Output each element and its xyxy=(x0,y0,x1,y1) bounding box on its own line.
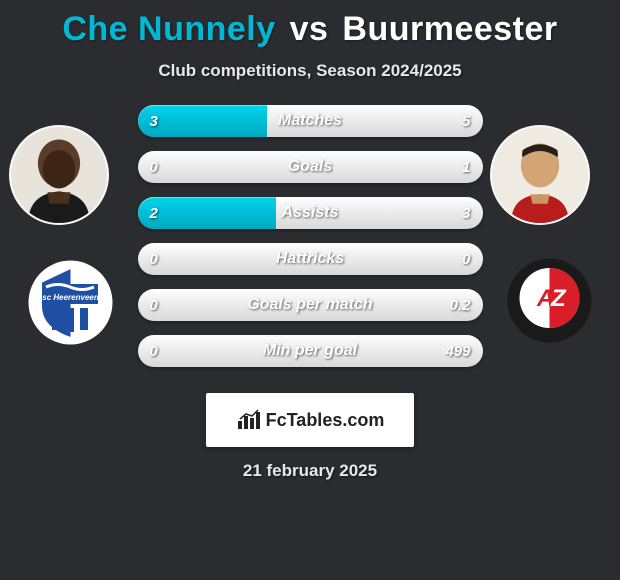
stats-area: sc Heerenveen A Z 35Matches 01Goals 23Assi… xyxy=(0,105,620,367)
player1-avatar xyxy=(9,125,109,225)
stat-row: 23Assists xyxy=(138,197,483,229)
stat-label: Hattricks xyxy=(138,250,483,268)
subtitle: Club competitions, Season 2024/2025 xyxy=(0,61,620,81)
stat-bars: 35Matches 01Goals 23Assists 00Hattricks 00.2… xyxy=(138,105,483,367)
svg-text:Z: Z xyxy=(550,285,567,312)
stat-row: 00Hattricks xyxy=(138,243,483,275)
player2-club-badge: A Z xyxy=(507,258,592,343)
watermark-text: FcTables.com xyxy=(266,410,385,431)
date-text: 21 february 2025 xyxy=(0,461,620,481)
player1-club-badge: sc Heerenveen xyxy=(28,260,113,345)
stat-row: 01Goals xyxy=(138,151,483,183)
player1-name: Che Nunnely xyxy=(62,10,275,48)
player2-name: Buurmeester xyxy=(342,10,557,48)
card-title: Che Nunnely vs Buurmeester xyxy=(0,10,620,49)
club-crest-icon: A Z xyxy=(507,258,592,343)
stat-label: Assists xyxy=(138,204,483,222)
stat-label: Goals per match xyxy=(138,296,483,314)
stat-label: Min per goal xyxy=(138,342,483,360)
stat-label: Matches xyxy=(138,112,483,130)
stat-label: Goals xyxy=(138,158,483,176)
comparison-card: Che Nunnely vs Buurmeester Club competit… xyxy=(0,0,620,580)
stat-row: 35Matches xyxy=(138,105,483,137)
club-crest-icon: sc Heerenveen xyxy=(28,260,113,345)
person-icon xyxy=(492,127,588,223)
player2-avatar xyxy=(490,125,590,225)
chart-icon xyxy=(236,409,262,431)
svg-text:sc Heerenveen: sc Heerenveen xyxy=(42,293,99,302)
stat-row: 0499Min per goal xyxy=(138,335,483,367)
person-icon xyxy=(11,127,107,223)
vs-text: vs xyxy=(290,10,329,48)
stat-row: 00.2Goals per match xyxy=(138,289,483,321)
watermark: FcTables.com xyxy=(206,393,414,447)
